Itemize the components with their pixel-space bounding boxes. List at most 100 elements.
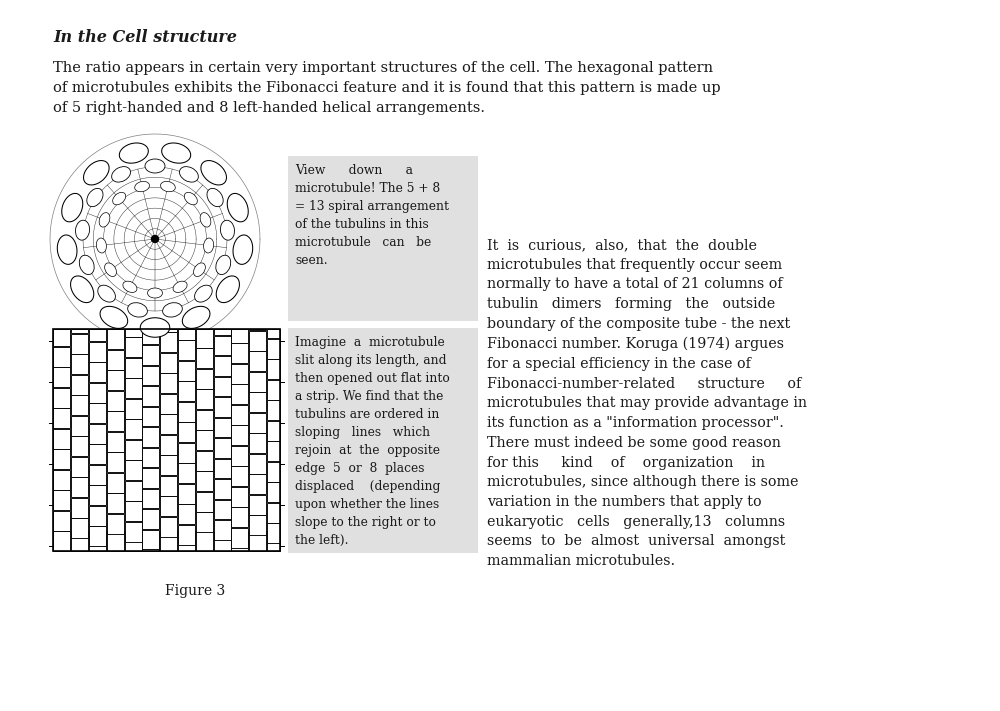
Bar: [178, 464, 195, 483]
Ellipse shape: [128, 303, 147, 317]
Bar: [196, 410, 213, 429]
Ellipse shape: [233, 235, 253, 264]
Bar: [196, 492, 213, 512]
Bar: [249, 495, 266, 515]
Bar: [249, 413, 266, 433]
Bar: [178, 525, 195, 545]
Ellipse shape: [195, 285, 212, 302]
Bar: [53, 329, 280, 551]
Bar: [196, 329, 213, 348]
Ellipse shape: [184, 193, 197, 205]
Bar: [178, 483, 195, 503]
Bar: [125, 531, 142, 551]
Bar: [231, 487, 248, 507]
Bar: [71, 498, 88, 518]
Bar: [125, 399, 142, 419]
Bar: [107, 473, 124, 493]
Bar: [267, 442, 280, 461]
Ellipse shape: [161, 181, 175, 192]
Bar: [71, 395, 88, 415]
Ellipse shape: [75, 220, 90, 240]
Bar: [89, 531, 106, 551]
Bar: [71, 518, 88, 538]
Bar: [71, 375, 88, 395]
Bar: [178, 422, 195, 442]
Bar: [71, 478, 88, 498]
Bar: [231, 329, 248, 343]
Bar: [53, 510, 70, 530]
Ellipse shape: [140, 318, 170, 337]
Ellipse shape: [216, 255, 231, 274]
Bar: [71, 531, 88, 551]
Bar: [160, 373, 177, 393]
Bar: [214, 377, 231, 397]
Bar: [142, 427, 159, 447]
Bar: [89, 465, 106, 485]
Bar: [53, 367, 70, 387]
Bar: [107, 531, 124, 551]
Bar: [196, 389, 213, 409]
Bar: [125, 337, 142, 357]
Ellipse shape: [204, 238, 214, 253]
Bar: [160, 394, 177, 414]
Ellipse shape: [96, 238, 106, 253]
Bar: [53, 449, 70, 469]
Bar: [214, 336, 231, 356]
Bar: [214, 329, 231, 335]
Bar: [214, 479, 231, 499]
Bar: [249, 531, 266, 551]
Bar: [267, 503, 280, 523]
Bar: [142, 468, 159, 488]
Ellipse shape: [173, 281, 187, 292]
Bar: [160, 531, 177, 551]
Bar: [142, 407, 159, 427]
Bar: [288, 156, 478, 321]
Bar: [160, 496, 177, 516]
Ellipse shape: [57, 235, 77, 264]
Bar: [267, 461, 280, 481]
Bar: [89, 363, 106, 383]
Bar: [160, 333, 177, 353]
Bar: [178, 329, 195, 340]
Bar: [107, 370, 124, 390]
Bar: [125, 522, 142, 542]
Bar: [214, 531, 231, 551]
Bar: [231, 528, 248, 548]
Bar: [142, 329, 159, 344]
Ellipse shape: [162, 143, 191, 164]
Bar: [125, 358, 142, 378]
Ellipse shape: [135, 181, 149, 192]
Bar: [178, 381, 195, 401]
Bar: [89, 383, 106, 402]
Bar: [160, 353, 177, 373]
Bar: [160, 435, 177, 455]
Bar: [231, 531, 248, 551]
Ellipse shape: [84, 161, 109, 185]
Circle shape: [152, 235, 158, 242]
Bar: [53, 408, 70, 428]
Bar: [214, 438, 231, 458]
Bar: [178, 402, 195, 422]
Bar: [89, 444, 106, 464]
Ellipse shape: [148, 288, 162, 298]
Text: Imagine  a  microtubule
slit along its length, and
then opened out flat into
a s: Imagine a microtubule slit along its len…: [295, 336, 450, 547]
Bar: [125, 460, 142, 480]
Bar: [178, 531, 195, 551]
Bar: [249, 351, 266, 371]
Ellipse shape: [145, 159, 165, 173]
Bar: [107, 514, 124, 534]
Bar: [89, 342, 106, 362]
Ellipse shape: [98, 285, 115, 302]
Bar: [196, 348, 213, 368]
Bar: [89, 424, 106, 444]
Ellipse shape: [99, 213, 110, 227]
Bar: [178, 360, 195, 380]
Bar: [107, 391, 124, 411]
Ellipse shape: [62, 193, 83, 222]
Bar: [53, 531, 70, 551]
Bar: [53, 429, 70, 449]
Bar: [107, 411, 124, 431]
Bar: [53, 329, 70, 346]
Bar: [231, 405, 248, 425]
Bar: [160, 329, 177, 332]
